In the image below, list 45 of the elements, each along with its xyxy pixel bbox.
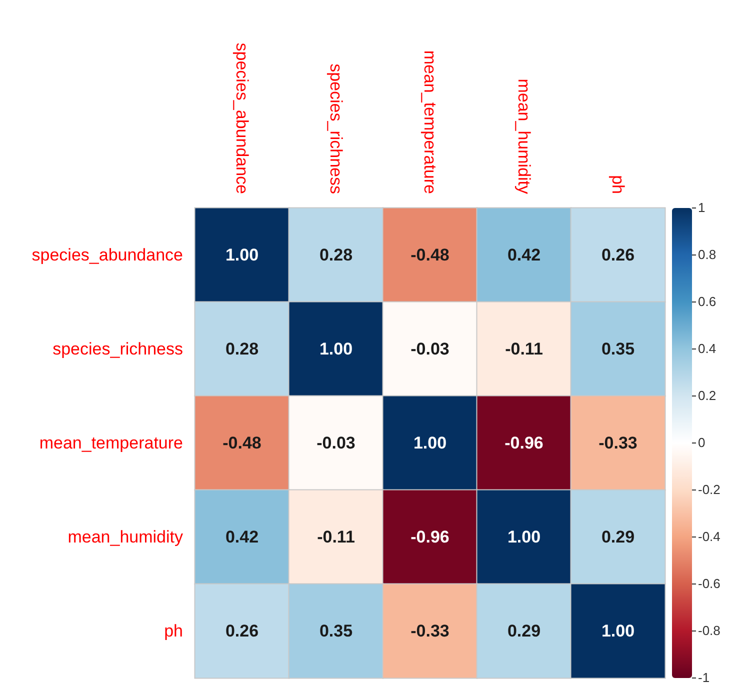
color-bar-label: 1: [698, 200, 706, 215]
color-bar-label: -0.6: [698, 576, 720, 591]
data-label: -0.03: [316, 434, 356, 452]
data-label: 0.26: [601, 246, 635, 264]
color-bar-label: -0.8: [698, 623, 720, 638]
y-tick-label: species_richness: [52, 340, 183, 358]
data-label: -0.33: [410, 622, 450, 640]
color-bar-label: 0.2: [698, 388, 716, 403]
data-label: -0.33: [598, 434, 638, 452]
data-label: 0.28: [225, 340, 259, 358]
data-label: 0.42: [225, 528, 259, 546]
data-label: 0.29: [601, 528, 635, 546]
data-label: 0.35: [319, 622, 353, 640]
data-label: 0.29: [507, 622, 541, 640]
y-tick-label: species_abundance: [32, 246, 183, 264]
data-label: 1.00: [319, 340, 353, 358]
color-bar-label: -0.4: [698, 529, 720, 544]
data-label: 1.00: [601, 622, 635, 640]
data-label: -0.11: [505, 340, 543, 358]
color-bar-label: 0.4: [698, 341, 716, 356]
data-label: -0.03: [410, 340, 450, 358]
data-label: 1.00: [413, 434, 447, 452]
data-label: 1.00: [225, 246, 259, 264]
data-label: 0.28: [319, 246, 353, 264]
x-tick-label: mean_humidity: [514, 78, 534, 194]
data-label: 1.00: [507, 528, 541, 546]
color-bar-label: 0: [698, 435, 706, 450]
color-bar-label: 0.8: [698, 247, 716, 262]
data-label: 0.42: [507, 246, 541, 264]
data-label: -0.11: [317, 528, 355, 546]
color-bar-label: -1: [698, 670, 710, 685]
data-label: -0.48: [410, 246, 450, 264]
color-bar-label: 0.6: [698, 294, 716, 309]
x-tick-label: mean_temperature: [420, 50, 440, 194]
data-label: -0.96: [410, 528, 450, 546]
data-label: 0.35: [601, 340, 635, 358]
y-tick-label: ph: [164, 622, 183, 640]
x-tick-label: species_richness: [326, 64, 346, 194]
color-bar-label: -0.2: [698, 482, 720, 497]
data-label: -0.96: [504, 434, 544, 452]
data-label: 0.26: [225, 622, 259, 640]
x-tick-label: ph: [608, 175, 628, 194]
y-tick-label: mean_humidity: [68, 528, 184, 546]
data-label: -0.48: [222, 434, 262, 452]
y-tick-label: mean_temperature: [39, 434, 183, 452]
